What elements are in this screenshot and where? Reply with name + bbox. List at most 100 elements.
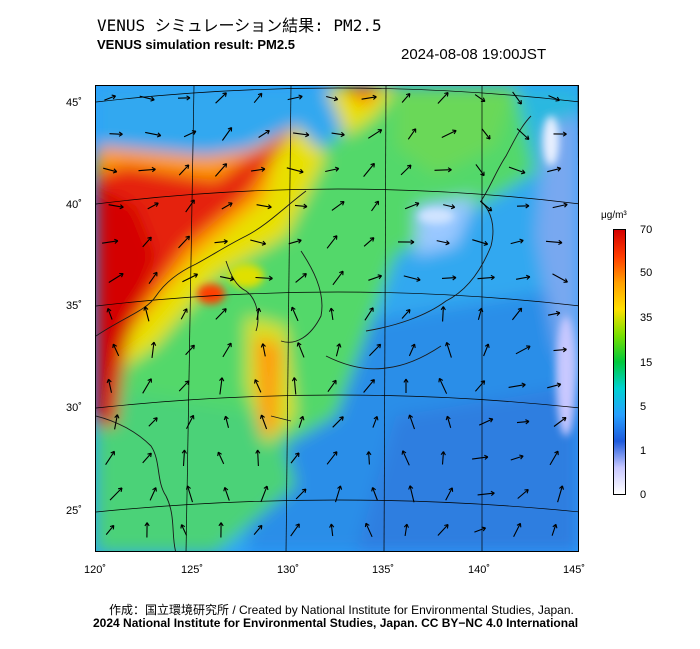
wind-arrow (326, 235, 338, 249)
lon-label: 125˚ (181, 564, 204, 576)
wind-arrow (363, 162, 375, 177)
wind-arrow (436, 240, 450, 246)
wind-arrow (143, 306, 150, 322)
wind-arrow (219, 377, 225, 395)
wind-vectors (102, 91, 568, 538)
wind-arrow (516, 419, 530, 425)
wind-arrow (445, 415, 452, 428)
wind-arrow (474, 526, 487, 533)
wind-arrow (253, 524, 263, 535)
wind-arrow (368, 274, 383, 281)
lat-label: 40˚ (66, 199, 82, 211)
lat-label: 30˚ (66, 402, 82, 414)
wind-arrow (255, 307, 262, 321)
wind-arrow (258, 129, 270, 138)
wind-arrow (481, 128, 491, 140)
wind-arrow (548, 95, 560, 102)
wind-arrow (516, 203, 530, 209)
wind-arrow (294, 203, 308, 209)
wind-arrow (223, 486, 230, 501)
wind-arrow (327, 379, 337, 393)
wind-arrow (178, 235, 191, 249)
wind-arrow (109, 487, 123, 501)
wind-arrow (145, 131, 162, 138)
wind-arrow (287, 94, 303, 101)
wind-arrow (221, 202, 233, 210)
wind-arrow (434, 167, 452, 173)
lon-label: 140˚ (468, 564, 491, 576)
colorbar-tick: 70 (640, 224, 653, 236)
wind-arrow (256, 204, 272, 210)
lat-label: 45˚ (66, 97, 82, 109)
wind-arrow (104, 94, 117, 101)
wind-arrow (403, 523, 410, 536)
wind-arrow (182, 273, 199, 283)
wind-arrow (185, 485, 194, 503)
wind-arrow (290, 306, 299, 322)
wind-arrow (103, 167, 118, 174)
wind-arrow (296, 342, 305, 358)
wind-arrow (255, 449, 261, 467)
wind-arrow (474, 94, 486, 102)
wind-arrow (259, 414, 268, 430)
colorbar-tick: 15 (640, 357, 653, 369)
wind-arrow (177, 95, 191, 101)
wind-arrow (332, 416, 344, 428)
wind-arrow (291, 377, 298, 395)
wind-arrow (293, 132, 310, 138)
wind-arrow (109, 131, 123, 137)
wind-arrow (551, 523, 558, 536)
lon-label: 145˚ (563, 564, 586, 576)
wind-arrow (219, 276, 235, 282)
wind-arrow (142, 378, 152, 394)
wind-arrow (215, 308, 227, 320)
wind-arrow (326, 95, 339, 102)
colorbar-unit: μg/m³ (601, 210, 627, 221)
wind-arrow (404, 201, 420, 210)
wind-arrow (441, 129, 457, 138)
wind-arrow (366, 451, 372, 465)
copyright-line: 2024 National Institute for Environmenta… (93, 616, 579, 630)
wind-arrow (331, 131, 345, 138)
wind-arrow (477, 274, 495, 281)
wind-arrow (298, 415, 305, 428)
wind-arrow (437, 523, 449, 536)
wind-arrow (334, 485, 343, 503)
wind-arrow (408, 414, 416, 430)
wind-arrow (364, 307, 374, 321)
wind-arrow (513, 522, 522, 537)
wind-arrow (215, 92, 227, 104)
wind-arrow (148, 417, 158, 427)
wind-arrow (332, 270, 344, 286)
wind-arrow (400, 164, 412, 176)
wind-arrow (250, 239, 267, 246)
wind-arrow (149, 487, 157, 501)
wind-arrow (331, 201, 345, 211)
wind-arrow (147, 202, 159, 210)
wind-arrow (437, 91, 449, 104)
wind-arrow (510, 454, 524, 461)
wind-arrow (178, 164, 190, 176)
wind-arrow (516, 128, 530, 140)
colorbar-tick: 35 (640, 312, 653, 324)
wind-arrow (325, 166, 340, 173)
lon-label: 120˚ (84, 564, 107, 576)
pm25-map (95, 85, 579, 552)
coastlines (96, 115, 532, 551)
wind-arrow (295, 488, 307, 500)
wind-arrow (552, 202, 568, 209)
wind-arrow (403, 378, 409, 393)
wind-arrow (144, 522, 150, 538)
pm25-concentration-field (96, 86, 578, 551)
wind-arrow (474, 380, 486, 392)
wind-arrow (438, 377, 448, 394)
wind-arrow (510, 238, 524, 245)
wind-arrow (401, 92, 411, 103)
wind-arrow (408, 343, 416, 357)
wind-arrow (295, 273, 307, 283)
colorbar-tick: 1 (640, 445, 647, 457)
wind-arrow (114, 414, 120, 430)
wind-arrow (363, 378, 375, 393)
wind-arrow (478, 417, 494, 426)
wind-arrow (545, 239, 563, 245)
